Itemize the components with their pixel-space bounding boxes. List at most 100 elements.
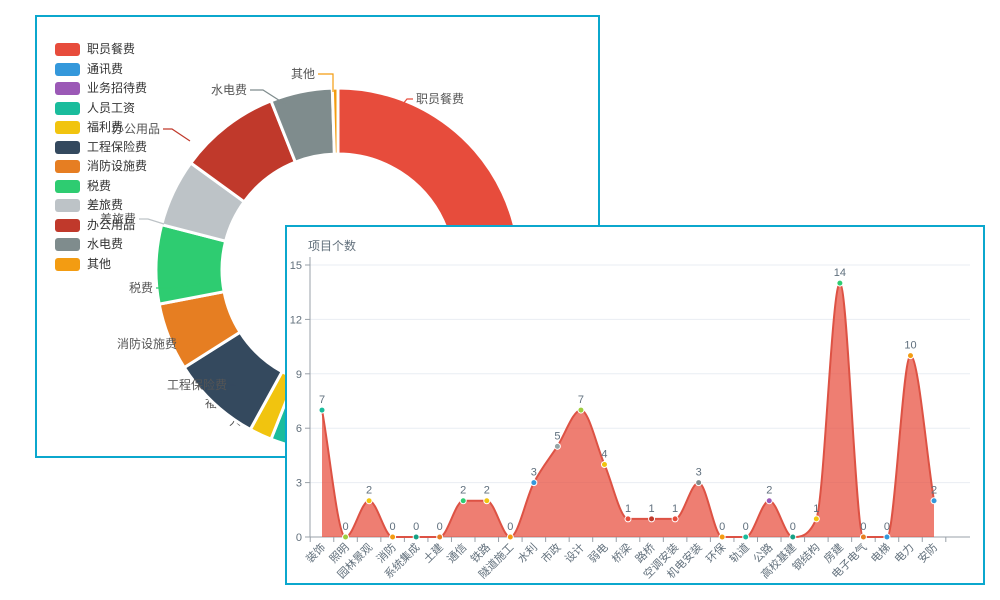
value-label: 0	[390, 521, 396, 533]
data-point[interactable]	[836, 279, 844, 287]
value-label: 3	[531, 467, 537, 479]
data-point[interactable]	[930, 497, 938, 505]
data-point[interactable]	[483, 497, 491, 505]
pie-label-line	[392, 98, 413, 117]
value-label: 2	[460, 485, 466, 497]
pie-label-line	[318, 73, 334, 92]
pie-label-line	[163, 128, 191, 142]
legend-label: 税费	[87, 178, 112, 193]
value-label: 0	[884, 521, 890, 533]
legend-item[interactable]: 福利费	[55, 118, 147, 138]
legend-item[interactable]: 办公用品	[55, 216, 147, 236]
legend-item[interactable]: 工程保险费	[55, 138, 147, 158]
value-label: 3	[696, 467, 702, 479]
x-tick-label: 通信	[445, 541, 470, 566]
data-point[interactable]	[812, 515, 820, 523]
y-tick-label: 6	[296, 423, 302, 435]
legend-label: 业务招待费	[87, 81, 148, 96]
legend-item[interactable]: 人员工资	[55, 99, 147, 119]
value-label: 2	[366, 485, 372, 497]
x-tick-label: 轨道	[726, 540, 751, 565]
x-tick-label: 电梯	[868, 541, 893, 566]
legend-item[interactable]: 税费	[55, 177, 147, 197]
legend-swatch	[55, 62, 80, 76]
x-tick-label: 土建	[420, 540, 445, 565]
y-tick-label: 0	[296, 532, 302, 544]
area-chart-title: 项目个数	[308, 239, 357, 253]
legend-label: 差旅费	[87, 198, 124, 213]
value-label: 7	[578, 394, 584, 406]
legend-item[interactable]: 水电费	[55, 235, 147, 255]
legend-item[interactable]: 通讯费	[55, 60, 147, 80]
data-point[interactable]	[389, 533, 397, 541]
data-point[interactable]	[742, 533, 750, 541]
value-label: 1	[672, 503, 678, 515]
value-label: 1	[648, 503, 654, 515]
x-tick-label: 安防	[915, 540, 940, 565]
data-point[interactable]	[365, 497, 373, 505]
value-label: 0	[719, 521, 725, 533]
data-point[interactable]	[412, 533, 420, 541]
data-point[interactable]	[789, 533, 797, 541]
legend-swatch	[55, 238, 80, 252]
x-tick-label: 市政	[538, 540, 563, 565]
data-point[interactable]	[530, 479, 538, 487]
value-label: 10	[904, 340, 916, 352]
data-point[interactable]	[553, 442, 561, 450]
data-point[interactable]	[859, 533, 867, 541]
pie-label: 工程保险费	[167, 377, 227, 392]
data-point[interactable]	[577, 406, 585, 414]
data-point[interactable]	[648, 515, 656, 523]
value-label: 0	[743, 521, 749, 533]
data-point[interactable]	[671, 515, 679, 523]
data-point[interactable]	[506, 533, 514, 541]
data-point[interactable]	[600, 460, 608, 468]
value-label: 1	[813, 503, 819, 515]
legend-label: 水电费	[87, 237, 124, 252]
data-point[interactable]	[765, 497, 773, 505]
data-point[interactable]	[318, 406, 326, 414]
legend-item[interactable]: 其他	[55, 255, 147, 275]
y-tick-label: 15	[290, 260, 302, 272]
legend-swatch	[55, 101, 80, 115]
pie-label-line	[250, 89, 289, 107]
value-label: 2	[766, 485, 772, 497]
x-tick-label: 桥梁	[609, 540, 634, 565]
legend-swatch	[55, 140, 80, 154]
data-point[interactable]	[907, 352, 914, 360]
x-tick-label: 电力	[892, 541, 917, 566]
legend-item[interactable]: 消防设施费	[55, 157, 147, 177]
value-label: 0	[413, 521, 419, 533]
value-label: 2	[484, 485, 490, 497]
value-label: 14	[834, 267, 846, 279]
value-label: 2	[931, 485, 937, 497]
data-point[interactable]	[695, 479, 703, 487]
legend-swatch	[55, 43, 80, 57]
value-label: 0	[507, 521, 513, 533]
legend-item[interactable]: 差旅费	[55, 196, 147, 216]
pie-label: 办公用品	[112, 121, 160, 136]
x-tick-label: 钢结构	[789, 540, 822, 573]
legend-label: 工程保险费	[87, 139, 148, 154]
x-tick-label: 设计	[562, 541, 587, 566]
value-label: 0	[437, 521, 443, 533]
data-point[interactable]	[436, 533, 444, 541]
pie-label-line	[139, 218, 165, 225]
value-label: 5	[554, 430, 560, 442]
pie-slice[interactable]	[330, 86, 340, 156]
x-tick-label: 装饰	[303, 540, 328, 565]
legend-label: 人员工资	[87, 100, 136, 115]
data-point[interactable]	[883, 533, 891, 541]
data-point[interactable]	[459, 497, 467, 505]
pie-label-line	[180, 343, 197, 350]
data-point[interactable]	[342, 533, 350, 541]
project-count-panel: 项目个数 0 3 6 9 12 15 装饰 照明 园林景观 消防 系统集成 土建 通信 铁路 隧道施工 水利市…	[285, 225, 985, 585]
legend-label: 其他	[87, 256, 112, 271]
legend-item[interactable]: 业务招待费	[55, 79, 147, 99]
pie-label-line	[230, 384, 251, 400]
legend-label: 职员餐费	[87, 42, 136, 57]
data-point[interactable]	[718, 533, 726, 541]
data-point[interactable]	[624, 515, 632, 523]
legend-item[interactable]: 职员餐费	[55, 40, 147, 60]
value-label: 0	[860, 521, 866, 533]
